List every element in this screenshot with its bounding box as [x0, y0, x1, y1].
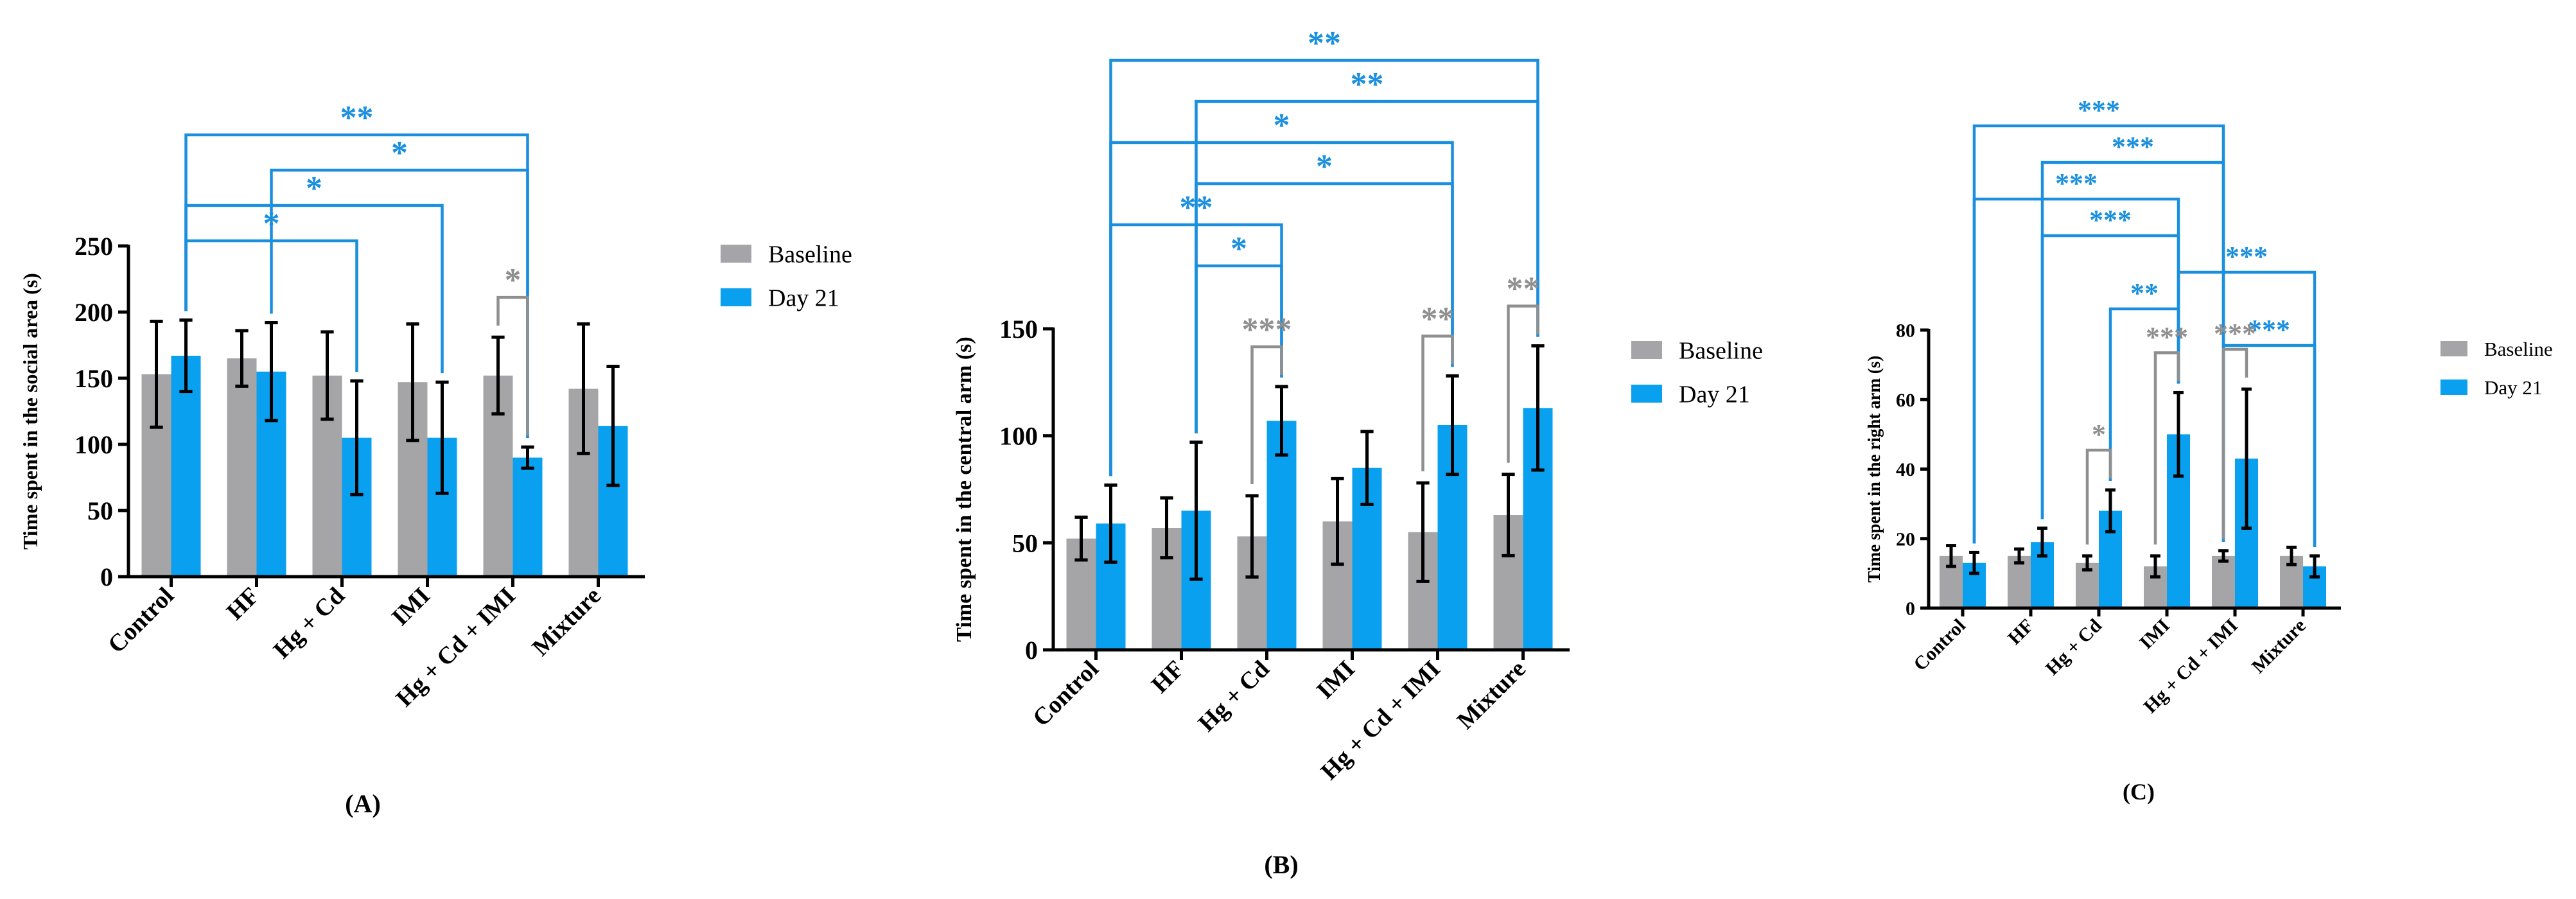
significance-stars: ** [1308, 25, 1341, 62]
significance-bracket [496, 295, 529, 436]
y-tick-label: 100 [74, 430, 113, 459]
y-axis-label: Time spent in the social area (s) [19, 273, 42, 550]
day21-bar [1266, 421, 1297, 650]
significance-bracket [1972, 197, 2180, 544]
x-tick-label: Hg + Cd [268, 582, 350, 664]
legend-swatch-day21 [2440, 380, 2467, 395]
significance-stars: *** [2214, 318, 2256, 349]
x-tick-label: Mixture [1452, 656, 1531, 735]
panel-c-chart: 0 20 40 60 80 Time spent in the right arm (s)… [1864, 94, 2553, 805]
x-tick-label: IMI [2135, 615, 2174, 654]
x-tick-label: HF [2004, 615, 2038, 649]
legend-label: Day 21 [768, 284, 839, 311]
y-tick-label: 0 [1906, 598, 1915, 620]
significance-bracket [1195, 182, 1454, 433]
legend-swatch-day21 [721, 288, 751, 306]
x-tick-label: HF [222, 582, 265, 625]
significance-bracket [1195, 264, 1283, 433]
x-tick-label: Control [103, 582, 179, 659]
significance-bracket [1250, 345, 1283, 484]
panel-b-chart: 0 50 100 150 Time spent in the central arm (… [952, 25, 1763, 879]
significance-bracket [2040, 161, 2225, 542]
significance-bracket [2085, 448, 2112, 545]
y-tick-label: 0 [1025, 636, 1038, 665]
significance-stars: * [1316, 148, 1333, 185]
legend-swatch-day21 [1631, 385, 1662, 403]
significance-bracket [184, 204, 444, 374]
significance-stars: * [1231, 231, 1247, 267]
y-tick-label: 60 [1896, 390, 1915, 411]
y-axis-label: Time spent in the central arm (s) [952, 336, 976, 642]
significance-bracket [2221, 347, 2248, 539]
x-tick-label: Control [1028, 656, 1104, 732]
significance-stars: * [263, 205, 280, 242]
significance-stars: *** [2225, 241, 2268, 272]
panel-label: (A) [345, 789, 381, 818]
significance-stars: ** [1507, 271, 1540, 308]
x-tick-label: HF [1146, 656, 1189, 699]
significance-stars: ** [2130, 277, 2159, 309]
significance-stars: *** [2248, 314, 2290, 345]
y-tick-label: 200 [74, 298, 113, 327]
legend-label: Day 21 [2484, 376, 2542, 399]
significance-stars: ** [340, 100, 374, 136]
panel-a-chart: 0 50 100 150 200 250 Time spent in the social … [19, 100, 852, 818]
significance-bracket [1421, 335, 1454, 471]
legend-label: Day 21 [1679, 381, 1750, 408]
significance-stars: * [306, 170, 322, 207]
day21-bar [513, 457, 543, 577]
y-tick-label: 50 [87, 496, 113, 525]
significance-stars: *** [1242, 311, 1292, 348]
baseline-bar [2008, 555, 2031, 608]
x-tick-label: IMI [387, 582, 435, 631]
significance-bracket [2108, 307, 2180, 481]
y-tick-label: 250 [74, 232, 113, 261]
y-tick-label: 80 [1896, 320, 1915, 342]
legend-label: Baseline [1679, 337, 1763, 364]
legend-swatch-baseline [721, 245, 751, 263]
x-tick-label: Hg + Cd [1193, 656, 1275, 737]
significance-stars: ** [1180, 189, 1213, 226]
panel-label: (B) [1264, 850, 1298, 879]
y-tick-label: 20 [1896, 528, 1915, 550]
baseline-bar [2212, 555, 2235, 608]
y-tick-label: 150 [74, 364, 113, 393]
significance-bracket [1195, 100, 1539, 433]
significance-stars: * [1274, 107, 1290, 144]
significance-stars: ** [1351, 66, 1384, 103]
significance-stars: * [505, 262, 521, 299]
legend-label: Baseline [768, 241, 852, 268]
y-tick-label: 50 [1012, 528, 1038, 557]
legend-label: Baseline [2484, 338, 2553, 360]
significance-stars: *** [2112, 131, 2154, 162]
significance-bracket [2153, 351, 2180, 545]
y-axis-label: Time spent in the right arm (s) [1864, 356, 1884, 582]
significance-stars: ** [1421, 301, 1455, 337]
x-tick-label: Hg + Cd [2042, 615, 2106, 679]
significance-stars: *** [2146, 321, 2188, 353]
significance-stars: *** [2055, 168, 2098, 199]
x-tick-label: Mixture [527, 582, 606, 661]
significance-stars: *** [2089, 204, 2132, 236]
x-tick-label: Control [1909, 615, 1970, 676]
x-tick-label: Mixture [2248, 615, 2310, 677]
baseline-bar [227, 358, 257, 577]
significance-bracket [184, 239, 358, 372]
significance-stars: * [2092, 419, 2106, 450]
y-tick-label: 100 [999, 422, 1038, 451]
significance-stars: *** [2078, 94, 2120, 126]
legend-swatch-baseline [1631, 341, 1662, 359]
y-tick-label: 150 [999, 315, 1038, 344]
significance-bracket [1507, 304, 1539, 463]
panel-label: (C) [2123, 779, 2155, 805]
significance-stars: * [391, 135, 408, 171]
legend-swatch-baseline [2440, 341, 2467, 356]
y-tick-label: 40 [1896, 459, 1915, 480]
x-tick-label: IMI [1311, 656, 1360, 704]
y-tick-label: 0 [100, 563, 113, 591]
significance-bracket [1109, 58, 1539, 476]
